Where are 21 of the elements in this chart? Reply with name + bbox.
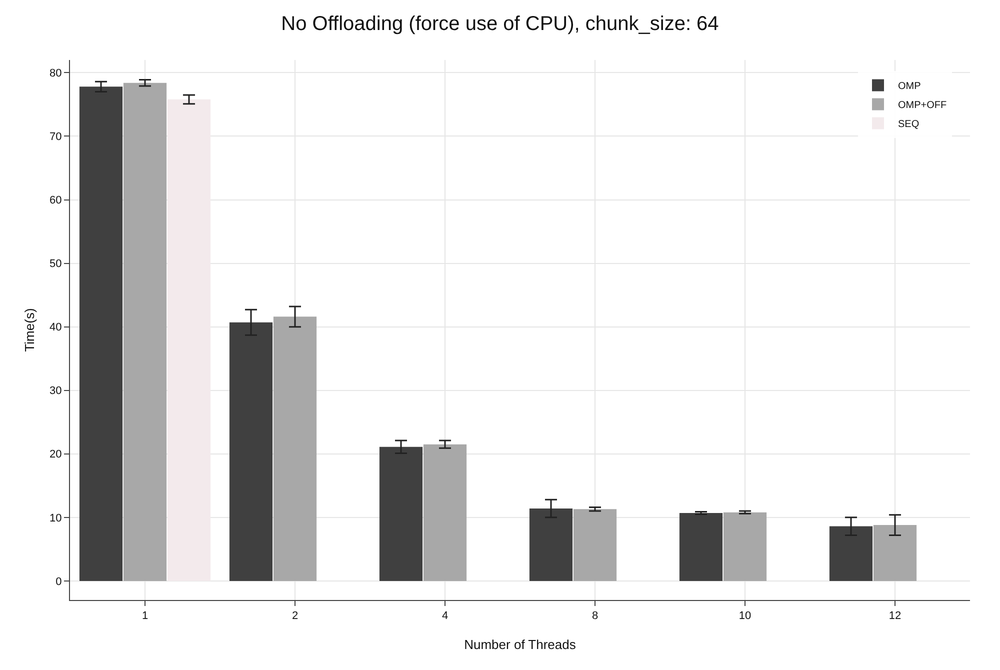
y-axis-title: Time(s) [22, 308, 37, 352]
x-tick-label: 2 [292, 610, 298, 622]
x-tick-label: 4 [442, 610, 448, 622]
y-tick-label: 10 [50, 512, 62, 524]
y-tick-label: 40 [50, 322, 62, 334]
chart-title: No Offloading (force use of CPU), chunk_size: 64 [281, 13, 719, 35]
x-tick-label: 12 [888, 610, 902, 622]
y-tick-label: 70 [50, 131, 62, 144]
y-tick-label: 20 [50, 448, 62, 461]
legend-label: SEQ [898, 119, 920, 130]
y-tick-label: 0 [56, 576, 62, 588]
y-tick-label: 80 [50, 68, 62, 80]
x-tick-label: 1 [142, 610, 148, 622]
x-tick-label: 8 [592, 610, 598, 622]
y-tick-label: 30 [50, 385, 62, 398]
x-tick-label: 10 [738, 610, 752, 622]
y-tick-label: 60 [50, 194, 62, 207]
legend-label: OMP+OFF [898, 100, 947, 112]
legend-label: OMP [898, 81, 922, 92]
y-tick-label: 50 [50, 258, 62, 270]
x-axis-title: Number of Threads [464, 637, 576, 652]
